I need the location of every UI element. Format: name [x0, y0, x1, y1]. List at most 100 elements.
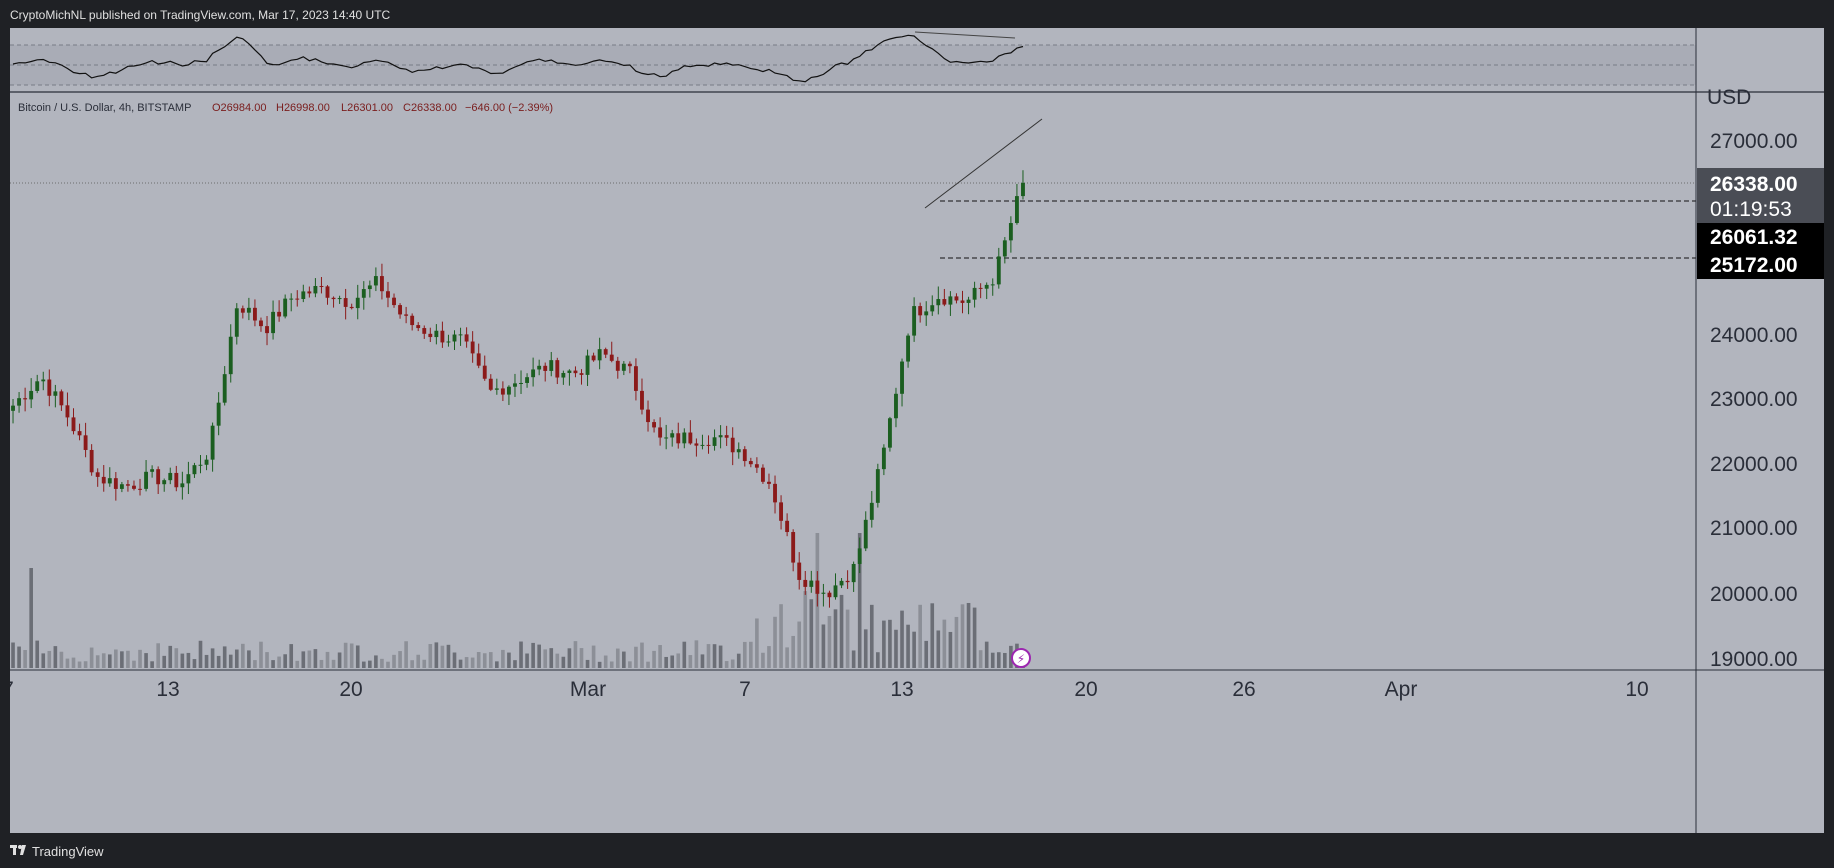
candle-body	[41, 379, 46, 382]
candle-body	[996, 256, 1001, 285]
rsi-pane[interactable]	[10, 31, 1696, 86]
volume-bar	[53, 646, 58, 668]
candle-body	[658, 427, 663, 438]
candle-body	[857, 548, 862, 564]
volume-bar	[464, 657, 469, 668]
candle-body	[325, 286, 330, 298]
volume-bar	[434, 642, 439, 668]
volume-bar	[857, 533, 862, 668]
chart-svg[interactable]: Bitcoin / U.S. Dollar, 4h, BITSTAMP O269…	[10, 28, 1824, 833]
volume-bar	[186, 652, 191, 668]
volume-bar	[755, 618, 759, 668]
volume-bar	[162, 655, 167, 668]
volume-bar	[531, 642, 535, 668]
chart-frame[interactable]: Bitcoin / U.S. Dollar, 4h, BITSTAMP O269…	[10, 28, 1824, 833]
candle-body	[906, 335, 911, 362]
volume-bar	[422, 659, 427, 668]
candle-body	[222, 374, 227, 403]
volume-bar	[936, 630, 941, 668]
candle-body	[144, 471, 149, 489]
candle-body	[736, 449, 741, 453]
candle-body	[355, 297, 360, 309]
volume-bar	[470, 657, 475, 668]
candle-body	[252, 307, 257, 321]
candle-body	[113, 478, 118, 489]
candle-body	[984, 284, 989, 289]
candle-body	[670, 433, 675, 438]
candle-body	[228, 336, 233, 375]
candle-body	[694, 443, 699, 446]
candle-body	[204, 459, 209, 465]
volume-bar	[960, 604, 965, 668]
volume-bar	[688, 655, 693, 668]
candle-body	[452, 334, 457, 342]
candle-body	[748, 461, 753, 465]
candle-body	[978, 287, 983, 289]
candle-body	[138, 488, 142, 490]
volume-bar	[767, 646, 771, 668]
volume-bar	[839, 594, 844, 668]
candle-body	[125, 484, 130, 486]
volume-bar	[894, 629, 898, 668]
volume-bar	[966, 602, 971, 668]
time-tick: 10	[1625, 678, 1648, 701]
footer-brand[interactable]: TradingView	[32, 844, 104, 859]
price-tick-23000: 23000.00	[1710, 388, 1798, 411]
volume-bar	[71, 657, 76, 668]
candle-body	[894, 393, 898, 419]
volume-bar	[343, 642, 348, 668]
candle-body	[89, 449, 94, 473]
candle-body	[640, 390, 644, 410]
candle-body	[458, 334, 463, 336]
last-price-tag: 26338.00 01:19:53	[1697, 168, 1824, 223]
candle-body	[265, 326, 269, 334]
volume-bar	[416, 654, 421, 668]
volume-bar	[978, 650, 983, 668]
candle-body	[198, 464, 203, 466]
volume-bar	[664, 656, 668, 668]
volume-bar	[156, 643, 160, 668]
symbol-legend: Bitcoin / U.S. Dollar, 4h, BITSTAMP O269…	[18, 102, 553, 114]
candle-body	[23, 398, 28, 400]
volume-bar	[398, 651, 402, 668]
candle-body	[525, 377, 530, 383]
volume-bar	[700, 654, 705, 668]
volume-bar	[386, 661, 390, 668]
candle-body	[851, 563, 856, 583]
volume-bar	[144, 653, 148, 668]
volume-bar	[458, 659, 463, 668]
volume-bar	[313, 649, 318, 668]
volume-bar	[615, 648, 620, 668]
volume-bar	[912, 631, 916, 668]
volume-bar	[924, 640, 929, 668]
candle-body	[519, 382, 523, 384]
candle-body	[797, 562, 802, 580]
volume-bar	[301, 651, 306, 668]
volume-bar	[271, 660, 275, 668]
volume-bar	[591, 645, 596, 668]
price-tick-22000: 22000.00	[1710, 453, 1798, 476]
volume-bar	[65, 658, 70, 668]
volume-bar	[876, 652, 880, 668]
candle-body	[918, 306, 923, 316]
volume-bar	[253, 660, 257, 668]
candle-body	[301, 291, 306, 299]
volume-bar	[410, 660, 414, 668]
candle-body	[53, 391, 58, 396]
volume-bar	[114, 649, 118, 668]
volume-bar	[440, 645, 445, 668]
candle-body	[730, 437, 735, 453]
candle-body	[767, 481, 771, 484]
lightning-icon[interactable]	[1011, 648, 1031, 668]
candle-body	[900, 361, 904, 394]
candle-body	[712, 437, 717, 446]
volume-bar	[525, 653, 529, 668]
candle-body	[331, 297, 336, 300]
event-marker[interactable]: ⚡	[1011, 648, 1031, 668]
volume-bar	[918, 604, 922, 668]
volume-bar	[126, 650, 130, 668]
volume-bar	[984, 641, 989, 668]
volume-bar	[900, 610, 904, 668]
volume-bar	[204, 654, 209, 668]
candle-body	[35, 381, 40, 391]
